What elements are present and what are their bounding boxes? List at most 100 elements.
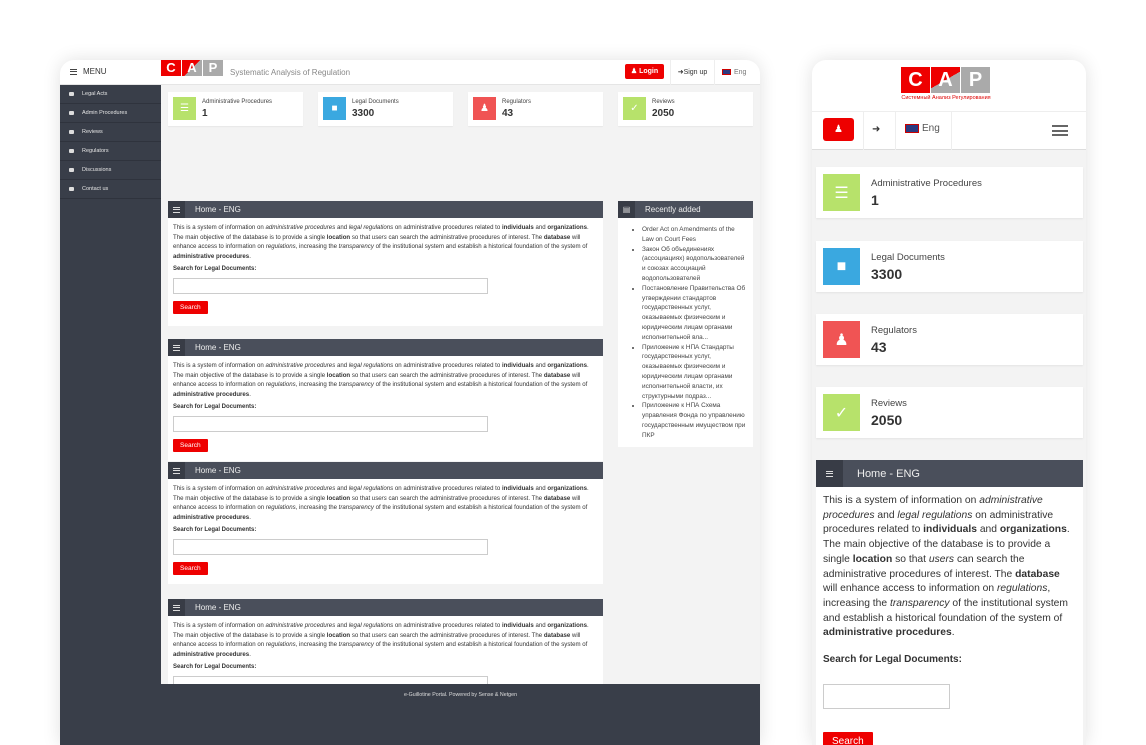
- text-segment: , increasing the: [295, 641, 339, 649]
- text-segment: users: [371, 631, 387, 639]
- text-segment: administrative procedures: [823, 495, 1043, 521]
- uk-flag-icon: [905, 123, 919, 133]
- search-input[interactable]: [823, 683, 950, 709]
- stat-card[interactable]: ✓ Reviews 2050: [618, 92, 753, 126]
- text-segment: on administrative procedures related to: [393, 622, 502, 629]
- stat-card[interactable]: ■ Legal Documents 3300: [318, 92, 453, 126]
- language-selector[interactable]: Eng: [905, 123, 940, 134]
- language-selector[interactable]: Eng: [722, 60, 746, 85]
- signup-button[interactable]: ➜Sign up: [670, 60, 715, 85]
- search-button[interactable]: Search: [173, 439, 208, 453]
- stat-card[interactable]: ☰ Administrative Procedures 1: [816, 167, 1083, 218]
- stat-card[interactable]: ■ Legal Documents 3300: [816, 241, 1083, 292]
- search-input[interactable]: [173, 415, 488, 432]
- stat-value: 1: [202, 108, 208, 119]
- panel-menu-icon[interactable]: [168, 201, 185, 218]
- sidebar: Legal Acts Admin Procedures Reviews Regulat…: [60, 85, 161, 745]
- language-label: Eng: [734, 69, 747, 76]
- recent-item[interactable]: Приложение к НПА Стандарты государственн…: [642, 343, 747, 402]
- logo-subtitle: Системный Анализ Регулирования: [901, 95, 991, 101]
- search-label: Search for Legal Documents:: [823, 654, 962, 666]
- check-square-icon: ✓: [823, 394, 860, 431]
- text-segment: so that: [350, 371, 372, 379]
- text-segment: .: [951, 627, 955, 639]
- text-segment: can search the administrative procedures…: [386, 371, 544, 379]
- intro-paragraph: This is a system of information on admin…: [173, 223, 598, 261]
- text-segment: organizations: [547, 224, 587, 231]
- sidebar-item-contact-us[interactable]: Contact us: [60, 180, 161, 199]
- panel-menu-icon[interactable]: [168, 339, 185, 356]
- panel-menu-icon[interactable]: [816, 460, 843, 487]
- search-button[interactable]: Search: [823, 731, 873, 745]
- text-segment: transparency: [338, 504, 374, 512]
- recent-item[interactable]: Приложение к НПА Схема управления Фонда …: [642, 401, 747, 440]
- text-segment: so that: [892, 553, 929, 565]
- text-segment: transparency: [889, 597, 950, 609]
- text-segment: organizations: [547, 485, 587, 492]
- text-segment: users: [371, 494, 387, 502]
- text-segment: administrative procedures: [173, 650, 250, 658]
- sidebar-item-reviews[interactable]: Reviews: [60, 123, 161, 142]
- recent-item[interactable]: Постановление Правительства Об утвержден…: [642, 284, 747, 343]
- login-button[interactable]: ♟ Login: [625, 64, 664, 79]
- text-segment: users: [371, 371, 387, 379]
- users-icon: [69, 149, 74, 153]
- text-segment: of the institutional system and establis…: [373, 641, 588, 649]
- search-label: Search for Legal Documents:: [173, 527, 257, 534]
- logo-letter: C: [161, 60, 181, 76]
- check-square-icon: [69, 130, 74, 134]
- text-segment: administrative procedures: [173, 252, 250, 260]
- sidebar-item-discussions[interactable]: Discussions: [60, 161, 161, 180]
- login-button[interactable]: ♟: [823, 118, 854, 141]
- stat-label: Regulators: [502, 99, 532, 105]
- home-panel: Home - ENG This is a system of informati…: [168, 339, 603, 461]
- search-button[interactable]: Search: [173, 301, 208, 315]
- text-segment: will enhance access to information on: [173, 631, 581, 649]
- stat-card[interactable]: ☰ Administrative Procedures 1: [168, 92, 303, 126]
- search-button[interactable]: Search: [173, 562, 208, 576]
- folder-icon: ■: [323, 97, 346, 120]
- sidebar-item-regulators[interactable]: Regulators: [60, 142, 161, 161]
- stat-label: Reviews: [871, 398, 907, 409]
- text-segment: administrative procedures: [173, 390, 250, 398]
- document-icon: ▤: [618, 201, 635, 218]
- text-segment: . The main objective of the database is …: [173, 224, 589, 241]
- text-segment: and: [335, 362, 349, 369]
- sidebar-item-label: Legal Acts: [82, 91, 108, 97]
- intro-paragraph: This is a system of information on admin…: [173, 361, 598, 399]
- sidebar-item-legal-acts[interactable]: Legal Acts: [60, 85, 161, 104]
- sign-in-icon: ➜: [677, 69, 684, 76]
- text-segment: individuals: [501, 485, 534, 492]
- search-input[interactable]: [173, 538, 488, 555]
- uk-flag-icon: [722, 69, 731, 76]
- panel-menu-icon[interactable]: [168, 462, 185, 479]
- logo-letter: A: [182, 60, 202, 76]
- stat-card[interactable]: ♟ Regulators 43: [468, 92, 603, 126]
- recent-item[interactable]: Order Act on Amendments of the Law on Co…: [642, 225, 747, 245]
- panel-menu-icon[interactable]: [168, 599, 185, 616]
- text-segment: and: [335, 224, 349, 231]
- text-segment: individuals: [501, 362, 534, 369]
- stat-card[interactable]: ✓ Reviews 2050: [816, 387, 1083, 438]
- recent-item[interactable]: Закон Об объединениях (ассоциациях) водо…: [642, 245, 747, 284]
- logo-letter: P: [203, 60, 223, 76]
- stat-card[interactable]: ♟ Regulators 43: [816, 314, 1083, 365]
- sidebar-item-admin-procedures[interactable]: Admin Procedures: [60, 104, 161, 123]
- hamburger-icon[interactable]: [1052, 125, 1068, 136]
- text-segment: , increasing the: [295, 381, 339, 389]
- mobile-nav: ♟ ➜ Eng: [812, 112, 1086, 150]
- text-segment: and: [533, 362, 548, 369]
- hamburger-icon: [70, 68, 77, 75]
- text-segment: organizations: [547, 362, 587, 369]
- recently-added-panel: ▤ Recently added Order Act on Amendments …: [618, 201, 753, 447]
- sign-in-icon[interactable]: ➜: [872, 124, 881, 135]
- text-segment: can search the administrative procedures…: [823, 553, 1025, 580]
- home-panel: Home - ENG This is a system of informati…: [168, 462, 603, 584]
- text-segment: of the institutional system and establis…: [823, 597, 1068, 624]
- stat-value: 1: [871, 192, 879, 208]
- menu-toggle[interactable]: MENU: [70, 67, 107, 76]
- search-input[interactable]: [173, 277, 488, 294]
- text-segment: location: [326, 631, 351, 639]
